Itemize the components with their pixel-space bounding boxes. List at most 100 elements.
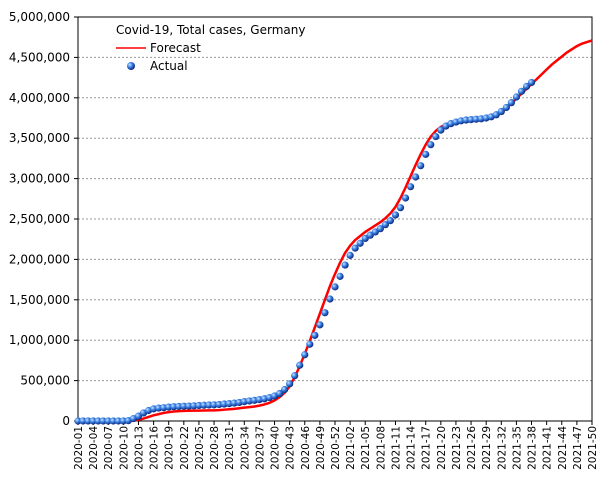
x-tick-label: 2020-19	[164, 426, 176, 470]
x-tick-label: 2021-41	[542, 426, 554, 470]
actual-point	[89, 417, 97, 425]
y-tick-label: 3,500,000	[9, 131, 70, 145]
x-tick-label: 2021-14	[406, 426, 418, 470]
actual-point	[396, 204, 405, 212]
x-tick-label: 2021-11	[390, 426, 402, 470]
x-tick-label: 2020-28	[209, 426, 221, 470]
x-tick-label: 2021-35	[511, 426, 523, 470]
actual-point	[351, 244, 359, 252]
x-tick-label: 2020-31	[224, 426, 236, 470]
y-tick-label: 2,500,000	[9, 212, 70, 226]
actual-point	[311, 331, 319, 339]
y-tick-label: 500,000	[20, 374, 70, 388]
actual-point	[109, 417, 117, 425]
x-tick-label: 2020-01	[73, 426, 85, 470]
actual-point	[356, 239, 364, 247]
x-tick-label: 2020-10	[118, 426, 130, 470]
actual-point	[275, 389, 284, 398]
x-tick-label: 2021-50	[587, 426, 599, 470]
actual-point	[507, 99, 515, 107]
y-tick-label: 5,000,000	[9, 10, 70, 24]
actual-point	[94, 417, 102, 425]
x-tick-label: 2020-34	[239, 426, 251, 470]
y-tick-label: 2,000,000	[9, 252, 70, 266]
actual-point	[412, 173, 420, 181]
actual-point	[422, 150, 430, 158]
x-tick-label: 2020-40	[270, 426, 282, 470]
actual-point	[341, 261, 349, 269]
x-tick-label: 2021-44	[557, 426, 569, 470]
x-tick-label: 2020-37	[254, 426, 266, 470]
y-tick-label: 1,500,000	[9, 293, 70, 307]
x-tick-label: 2020-16	[149, 426, 161, 470]
actual-point	[180, 402, 188, 410]
actual-point	[527, 78, 536, 87]
x-tick-label: 2021-23	[451, 426, 463, 470]
actual-point	[79, 417, 87, 425]
actual-point	[114, 417, 122, 425]
actual-point	[427, 141, 435, 149]
y-tick-label: 4,500,000	[9, 50, 70, 64]
x-tick-label: 2020-43	[285, 426, 297, 470]
actual-point	[437, 126, 445, 134]
x-tick-label: 2021-29	[481, 426, 493, 470]
actual-point	[321, 309, 329, 317]
x-tick-label: 2020-49	[315, 426, 327, 470]
actual-point	[104, 417, 112, 425]
actual-point	[406, 183, 415, 191]
x-tick-label: 2021-05	[360, 426, 372, 470]
actual-point	[281, 385, 289, 394]
actual-point	[497, 107, 505, 116]
x-tick-label: 2020-46	[300, 426, 312, 470]
actual-point	[376, 225, 384, 233]
x-tick-label: 2020-25	[194, 426, 206, 470]
x-tick-label: 2020-07	[103, 426, 115, 470]
actual-point	[417, 162, 425, 170]
actual-point	[512, 93, 521, 101]
actual-point	[517, 87, 526, 95]
legend-swatch	[127, 62, 135, 70]
x-tick-label: 2021-26	[466, 426, 478, 470]
x-tick-label: 2021-17	[421, 426, 433, 470]
actual-point	[84, 417, 92, 425]
y-tick-label: 0	[62, 414, 70, 428]
x-tick-label: 2021-02	[345, 426, 357, 470]
x-tick-label: 2021-38	[527, 426, 539, 470]
actual-point	[401, 194, 410, 202]
actual-point	[432, 132, 440, 141]
actual-point	[301, 351, 309, 359]
x-tick-label: 2021-32	[496, 426, 508, 470]
actual-point	[316, 321, 324, 329]
legend-title: Covid-19, Total cases, Germany	[116, 23, 305, 37]
actual-point	[286, 380, 294, 388]
actual-point	[522, 82, 531, 91]
legend-label: Actual	[150, 59, 188, 73]
x-tick-label: 2020-22	[179, 426, 191, 470]
x-tick-label: 2020-13	[133, 426, 145, 470]
legend-label: Forecast	[150, 41, 201, 55]
y-tick-label: 1,000,000	[9, 333, 70, 347]
x-tick-label: 2020-04	[88, 426, 100, 470]
actual-point	[331, 283, 339, 291]
actual-point	[502, 103, 510, 112]
plot-frame	[77, 16, 593, 422]
actual-point	[296, 361, 304, 369]
actual-point	[291, 372, 299, 380]
actual-point	[306, 340, 314, 348]
actual-point	[386, 217, 395, 225]
actual-point	[336, 272, 344, 280]
actual-point	[99, 417, 107, 425]
x-tick-label: 2021-08	[375, 426, 387, 470]
x-tick-label: 2021-47	[572, 426, 584, 470]
actual-point	[391, 211, 400, 219]
actual-point	[346, 251, 354, 259]
x-tick-label: 2021-20	[436, 426, 448, 470]
actual-point	[381, 221, 389, 229]
y-tick-label: 3,000,000	[9, 172, 70, 186]
x-tick-label: 2020-52	[330, 426, 342, 470]
actual-point	[205, 401, 213, 409]
actual-point	[74, 417, 82, 425]
y-tick-label: 4,000,000	[9, 91, 70, 105]
